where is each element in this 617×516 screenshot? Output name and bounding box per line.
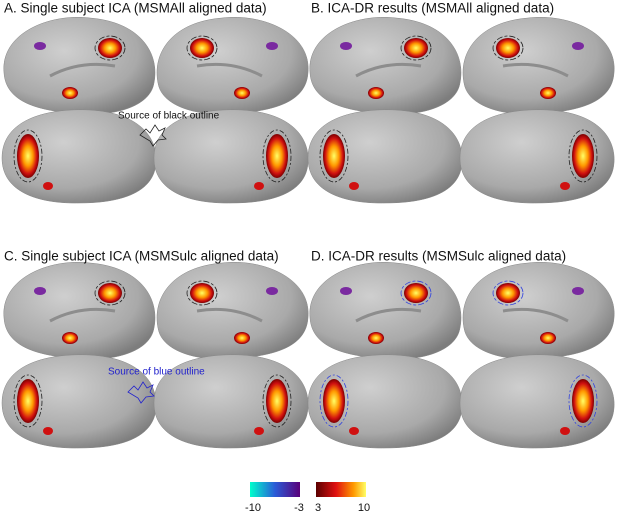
outline [492, 280, 524, 306]
activation [266, 134, 288, 178]
sulcus [49, 62, 116, 78]
outline-icon [127, 381, 155, 404]
activation [560, 182, 570, 190]
brain-surfaces [1, 17, 615, 449]
colorbar-tick-label: -10 [245, 502, 261, 514]
outline [319, 374, 349, 428]
panel-title: A. Single subject ICA (MSMAll aligned da… [4, 1, 267, 16]
outline [186, 35, 218, 61]
panel-title: C. Single subject ICA (MSMSulc aligned d… [4, 249, 279, 264]
sulcus [196, 62, 263, 78]
activation [254, 427, 264, 435]
activation [34, 42, 46, 50]
activation [254, 182, 264, 190]
activation [17, 379, 39, 423]
colorbar-tick-label: 10 [358, 502, 370, 514]
sulcus [196, 307, 263, 323]
activation [43, 182, 53, 190]
brain [459, 109, 615, 204]
activation [62, 87, 78, 99]
colorbar-tick-label: -3 [294, 502, 304, 514]
outline [186, 280, 218, 306]
outline [13, 129, 43, 183]
activation [266, 379, 288, 423]
activation [404, 38, 428, 58]
outline [568, 374, 598, 428]
outline [94, 280, 126, 306]
activation [234, 332, 250, 344]
activation [572, 42, 584, 50]
activation [540, 332, 556, 344]
activation [323, 379, 345, 423]
activation [340, 287, 352, 295]
sulcus [502, 62, 569, 78]
outline [262, 129, 292, 183]
colorbar-tick-label: 3 [315, 502, 321, 514]
outline [400, 280, 432, 306]
brain [153, 109, 309, 204]
activation [323, 134, 345, 178]
activation [190, 38, 214, 58]
activation [572, 287, 584, 295]
colorbar-negative [250, 482, 300, 497]
sulcus [49, 307, 116, 323]
activation [62, 332, 78, 344]
activation [496, 283, 520, 303]
outline [319, 129, 349, 183]
activation [572, 134, 594, 178]
outline [400, 35, 432, 61]
outline [13, 374, 43, 428]
activation [368, 332, 384, 344]
activation [349, 182, 359, 190]
activation [404, 283, 428, 303]
annotation: Source of blue outline [108, 367, 205, 378]
activation [190, 283, 214, 303]
activation [340, 42, 352, 50]
activation [34, 287, 46, 295]
activation [17, 134, 39, 178]
activation [234, 87, 250, 99]
outline [262, 374, 292, 428]
outline [94, 35, 126, 61]
brain [459, 354, 615, 449]
panel-title: B. ICA-DR results (MSMAll aligned data) [311, 1, 554, 16]
annotation: Source of black outline [118, 111, 220, 122]
activation [266, 287, 278, 295]
panel-title: D. ICA-DR results (MSMSulc aligned data) [311, 249, 566, 264]
activation [540, 87, 556, 99]
sulcus [502, 307, 569, 323]
activation [560, 427, 570, 435]
activation [368, 87, 384, 99]
activation [266, 42, 278, 50]
activation [98, 38, 122, 58]
outline-icon [139, 124, 167, 147]
sulcus [355, 307, 422, 323]
outline [568, 129, 598, 183]
sulcus [355, 62, 422, 78]
brain [153, 354, 309, 449]
outline [492, 35, 524, 61]
activation [349, 427, 359, 435]
activation [496, 38, 520, 58]
activation [572, 379, 594, 423]
activation [98, 283, 122, 303]
activation [43, 427, 53, 435]
colorbar-positive [316, 482, 366, 497]
